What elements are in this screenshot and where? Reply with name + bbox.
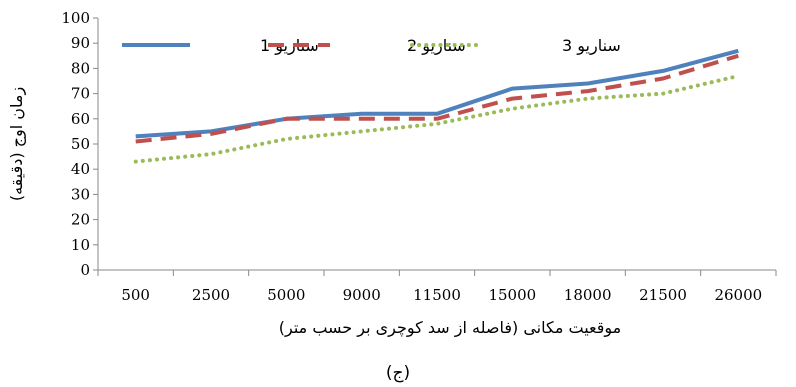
chart-axes: [97, 18, 776, 271]
chart-legend: سناریو 1 سناریو 2 سناریو 3: [122, 36, 621, 56]
legend-label-3: سناریو 3: [562, 36, 621, 56]
series-line-2: [135, 53, 739, 144]
y-tick-label: 0: [80, 261, 90, 279]
x-axis-ticks: 500 2500 5000 9000 11500 15000 18000 21500 26000: [97, 270, 777, 304]
x-tick-label: 9000: [343, 286, 381, 304]
x-tick-label: 15000: [488, 286, 536, 304]
y-tick-label: 40: [71, 160, 90, 178]
x-tick-label: 5000: [267, 286, 305, 304]
series-line-3: [133, 74, 741, 164]
legend-label-2: سناریو 2: [407, 36, 466, 56]
x-axis-title: موقعیت مکانی (فاصله از سد کوچری بر حسب م…: [279, 318, 621, 338]
y-tick-label: 100: [61, 9, 90, 27]
y-axis-title: زمان اوج (دقیقه): [7, 87, 27, 201]
y-tick-label: 90: [71, 34, 90, 52]
y-tick-label: 30: [71, 185, 90, 203]
x-tick-label: 500: [121, 286, 150, 304]
y-tick-label: 50: [71, 135, 90, 153]
x-tick-label: 2500: [192, 286, 230, 304]
x-tick-label: 11500: [413, 286, 461, 304]
y-tick-label: 20: [71, 211, 90, 229]
y-tick-label: 60: [71, 110, 90, 128]
chart-series: [133, 48, 741, 164]
x-tick-label: 21500: [639, 286, 687, 304]
y-tick-label: 70: [71, 85, 90, 103]
y-tick-label: 10: [71, 236, 90, 254]
figure-caption: (ج): [386, 363, 410, 383]
x-tick-label: 26000: [714, 286, 762, 304]
y-axis-ticks: 0 10 20 30 40 50 60 70 80 90 100: [61, 9, 98, 279]
x-tick-label: 18000: [564, 286, 612, 304]
legend-label-1: سناریو 1: [260, 36, 319, 56]
y-tick-label: 80: [71, 59, 90, 77]
